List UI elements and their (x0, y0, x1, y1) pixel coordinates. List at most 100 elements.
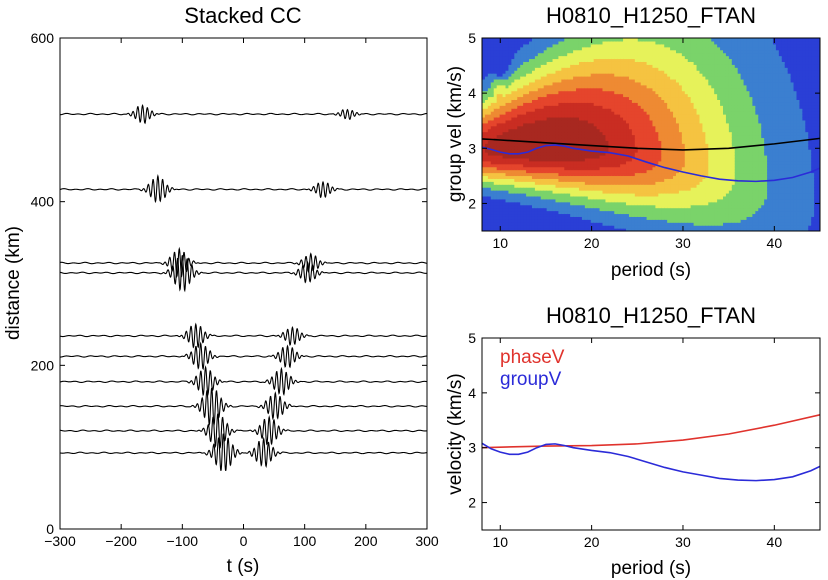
ftan-cell (608, 198, 612, 203)
ftan-cell (670, 125, 674, 130)
ftan-cell (570, 216, 574, 220)
ftan-cell (540, 55, 545, 60)
ftan-cell (526, 90, 530, 95)
ftan-cell (628, 64, 633, 68)
ftan-cell (578, 160, 583, 165)
ftan-cell (493, 190, 498, 194)
ftan-cell (631, 166, 636, 171)
ftan-cell (643, 93, 648, 98)
ftan-cell (667, 122, 671, 127)
ftan-cell (496, 190, 501, 194)
ftan-cell (628, 105, 633, 109)
ftan-cell (646, 38, 651, 42)
ftan-cell (675, 228, 680, 231)
ftan-cell (693, 181, 698, 185)
ftan-cell (543, 166, 548, 171)
ftan-cell (493, 46, 498, 51)
ftan-cell (634, 216, 639, 220)
ftan-cell (502, 73, 507, 77)
ftan-cell (567, 216, 571, 220)
ftan-cell (699, 134, 704, 139)
ftan-cell (540, 213, 545, 217)
ftan-cell (514, 140, 518, 144)
ftan-cell (605, 78, 609, 83)
ftan-cell (543, 93, 548, 98)
ftan-cell (567, 55, 571, 60)
ftan-cell (508, 201, 512, 206)
ftan-cell (499, 219, 504, 223)
ftan-cell (675, 61, 680, 65)
ftan-cell (655, 198, 659, 203)
ftan-cell (684, 195, 689, 200)
ftan-cell (620, 207, 624, 212)
ftan-cell (617, 116, 621, 121)
ftan-cell (684, 163, 689, 168)
ftan-cell (690, 49, 695, 54)
ftan-cell (661, 93, 665, 98)
ftan-cell (526, 116, 530, 121)
ftan-cell (678, 38, 683, 42)
ftan-cell (552, 99, 557, 103)
ftan-cell (499, 111, 504, 115)
ftan-cell (658, 81, 662, 86)
ftan-cell (620, 108, 624, 112)
ftan-cell (667, 146, 671, 150)
ftan-cell (581, 99, 586, 103)
ftan-cell (602, 143, 607, 147)
ftan-cell (634, 222, 639, 226)
ftan-cell (487, 222, 492, 226)
ftan-cell (655, 204, 659, 209)
ftan-cell (493, 213, 498, 217)
ftan-cell (487, 207, 492, 212)
ftan-cell (578, 137, 583, 141)
ftan-cell (652, 73, 657, 77)
ftan-cell (584, 219, 589, 223)
ftan-cell (508, 58, 512, 62)
ftan-cell (552, 210, 557, 215)
ftan-cell (561, 187, 565, 191)
ftan-cell (658, 93, 662, 98)
ftan-cell (620, 116, 624, 121)
ftan-cell (634, 198, 639, 203)
ftan-cell (646, 114, 651, 118)
ftan-cell (646, 93, 651, 98)
ftan-cell (508, 67, 512, 71)
ftan-cell (576, 43, 580, 48)
ftan-cell (696, 70, 701, 74)
ftan-cell (570, 166, 574, 171)
ftan-cell (514, 187, 518, 191)
ftan-cell (555, 125, 560, 130)
ftan-cell (690, 225, 695, 229)
ftan-cell (628, 137, 633, 141)
ftan-cell (564, 102, 568, 106)
ftan-cell (549, 166, 554, 171)
ftan-cell (549, 58, 554, 62)
ftan-cell (558, 163, 562, 168)
ftan-cell (661, 114, 665, 118)
ftan-cell (534, 149, 539, 153)
ftan-cell (640, 201, 645, 206)
ftan-cell (484, 43, 489, 48)
ftan-cell (502, 43, 507, 48)
ftan-cell (540, 149, 545, 153)
ftan-cell (573, 67, 577, 71)
ftan-cell (693, 87, 698, 92)
ftan-cell (531, 46, 536, 51)
ftan-cell (482, 128, 486, 133)
ftan-cell (693, 225, 698, 229)
ftan-cell (637, 40, 642, 45)
ftan-cell (531, 90, 536, 95)
ftan-cell (502, 78, 507, 83)
ftan-cell (549, 102, 554, 106)
ftan-cell (576, 99, 580, 103)
ftan-cell (505, 154, 510, 159)
ftan-cell (643, 222, 648, 226)
ftan-cell (573, 111, 577, 115)
ftan-cell (558, 146, 562, 150)
ftan-cell (664, 105, 668, 109)
ftan-cell (649, 70, 654, 74)
ftan-cell (505, 67, 510, 71)
ftan-cell (590, 105, 595, 109)
ftan-cell (540, 225, 545, 229)
ftan-cell (699, 114, 704, 118)
